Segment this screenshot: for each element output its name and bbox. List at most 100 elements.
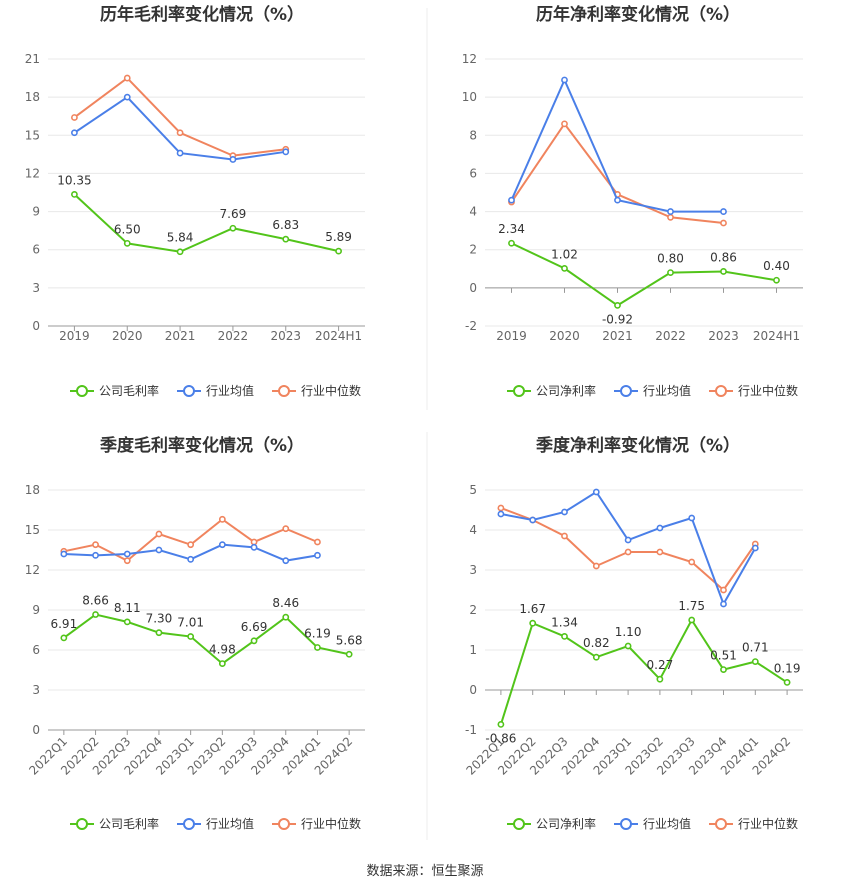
data-point-company [229, 224, 237, 232]
y-tick-label: 9 [32, 205, 40, 219]
data-point-avg [92, 551, 99, 559]
chart-title-0: 历年毛利率变化情况（%） [100, 4, 304, 25]
data-point-company [561, 633, 568, 640]
data-point-company [250, 637, 258, 645]
data-point-median [123, 557, 131, 565]
legend-label-avg: 行业均值 [206, 816, 254, 831]
data-point-company [218, 660, 226, 667]
data-label: 6.69 [241, 620, 268, 634]
legend-marker-avg [183, 385, 195, 397]
data-point-company [773, 276, 780, 284]
data-point-avg [176, 149, 184, 157]
x-tick-label: 2023 [708, 329, 739, 343]
data-point-company [614, 302, 621, 309]
y-tick-label: 4 [469, 205, 477, 219]
legend-label-avg: 行业均值 [643, 383, 691, 398]
data-point-median [720, 219, 727, 227]
legend-marker-avg [183, 818, 195, 830]
data-point-avg [656, 524, 664, 532]
data-point-avg [592, 488, 600, 496]
data-point-avg [720, 208, 727, 215]
legend-marker-avg [620, 385, 632, 397]
data-label: 0.71 [742, 641, 769, 655]
data-point-avg [614, 196, 621, 204]
x-tick-label: 2021 [165, 329, 196, 343]
x-tick-label: 2019 [59, 329, 90, 343]
y-tick-label: 8 [469, 128, 477, 142]
data-point-company [624, 642, 632, 650]
x-tick-label: 2023 [270, 329, 301, 343]
legend-label-median: 行业中位数 [738, 816, 798, 831]
y-tick-label: 12 [25, 166, 40, 180]
y-tick-label: 9 [32, 603, 40, 617]
data-point-median [720, 586, 727, 594]
data-label: 0.19 [774, 661, 801, 675]
data-point-median [155, 530, 163, 538]
data-point-median [688, 558, 696, 566]
data-label: 4.98 [209, 643, 236, 657]
data-point-company [508, 239, 515, 247]
data-label: 6.19 [304, 626, 331, 640]
y-tick-label: 3 [469, 563, 477, 577]
y-tick-label: 12 [462, 52, 477, 66]
x-tick-label: 2024H1 [753, 329, 800, 343]
legend-marker-company [76, 385, 88, 397]
data-label: 0.27 [647, 658, 674, 672]
data-point-median [123, 74, 131, 82]
data-point-company [71, 191, 78, 198]
data-point-avg [720, 600, 727, 608]
data-point-avg [250, 543, 258, 551]
data-point-avg [667, 208, 674, 215]
data-point-median [92, 541, 99, 549]
chart-title-1: 历年净利率变化情况（%） [536, 4, 740, 25]
data-point-company [282, 613, 290, 621]
data-label: 2.34 [498, 222, 525, 236]
data-point-avg [751, 544, 759, 552]
data-point-avg [282, 557, 290, 565]
data-point-company [667, 269, 674, 276]
y-tick-label: 0 [469, 683, 477, 697]
data-point-median [497, 504, 505, 512]
legend-label-avg: 行业均值 [206, 383, 254, 398]
y-tick-label: 15 [25, 128, 40, 142]
y-tick-label: -2 [465, 319, 477, 333]
x-tick-label: 2019 [496, 329, 527, 343]
chart-title-2: 季度毛利率变化情况（%） [100, 435, 304, 456]
series-line-median [73, 76, 286, 157]
data-label: 0.51 [710, 649, 737, 663]
data-point-avg [229, 156, 237, 163]
data-label: -0.92 [602, 312, 633, 326]
data-label: 7.69 [220, 207, 247, 221]
data-point-company [497, 721, 505, 728]
data-label: 10.35 [57, 173, 91, 187]
y-tick-label: 0 [32, 319, 40, 333]
data-point-median [561, 120, 568, 128]
x-tick-label: 2020 [549, 329, 580, 343]
legend-label-avg: 行业均值 [643, 816, 691, 831]
y-tick-label: 18 [25, 90, 40, 104]
series-line-company [499, 618, 788, 725]
series-line-company [511, 242, 777, 307]
y-tick-label: -1 [465, 723, 477, 737]
data-point-avg [624, 536, 632, 544]
data-point-avg [123, 550, 131, 558]
data-label: 0.86 [710, 250, 737, 264]
data-point-company [688, 616, 696, 624]
legend-marker-company [513, 818, 525, 830]
data-label: 0.80 [657, 252, 684, 266]
data-point-company [345, 650, 353, 658]
data-point-median [282, 525, 290, 533]
data-point-company [187, 633, 195, 640]
y-tick-label: 10 [462, 90, 477, 104]
legend-label-company: 公司毛利率 [99, 816, 159, 831]
data-point-avg [60, 550, 68, 558]
x-tick-label: 2024H1 [315, 329, 362, 343]
data-point-company [720, 666, 727, 673]
legend-label-company: 公司净利率 [536, 816, 596, 831]
legend-label-median: 行业中位数 [301, 816, 361, 831]
data-label: 8.46 [272, 596, 299, 610]
y-tick-label: 4 [469, 523, 477, 537]
data-point-avg [561, 76, 568, 84]
data-point-avg [155, 546, 163, 554]
x-tick-label: 2020 [112, 329, 143, 343]
